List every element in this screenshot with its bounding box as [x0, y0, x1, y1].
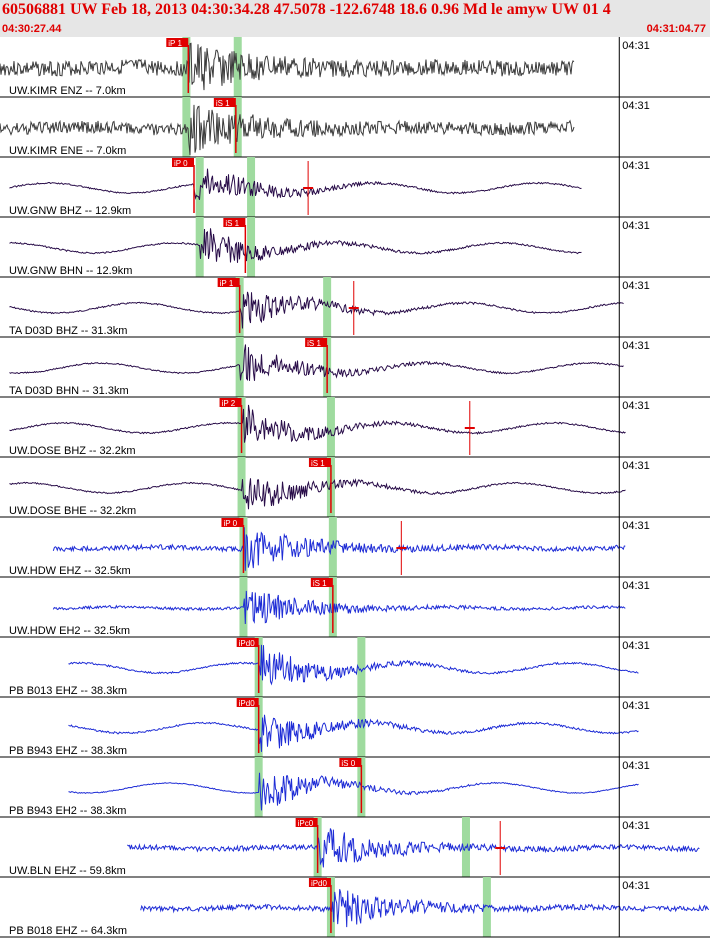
trace-waveform [9, 168, 582, 200]
trace-label: UW.BLN EHZ -- 59.8km [9, 865, 126, 877]
pick-label-box [310, 578, 333, 587]
pick-label: iP 1 [220, 279, 234, 288]
pick-label: iS 0 [341, 759, 355, 768]
time-tick-label: 04:31 [622, 220, 650, 232]
pick-window [323, 277, 332, 337]
pick-label-box [219, 398, 242, 407]
time-tick-label: 04:31 [622, 880, 650, 892]
trace-waveform [68, 714, 639, 752]
pick-window [326, 397, 335, 457]
pick-window [233, 37, 242, 97]
pick-window [357, 697, 366, 757]
trace-label: PB B943 EHZ -- 38.3km [9, 745, 127, 757]
pick-window [357, 637, 366, 697]
trace-waveform [0, 104, 575, 156]
pick-label-box [217, 278, 240, 287]
trace-label: UW.GNW BHN -- 12.9km [9, 265, 132, 277]
trace-waveform [140, 889, 710, 928]
trace-waveform [9, 404, 626, 443]
trace-waveform [52, 527, 626, 571]
time-tick-label: 04:31 [622, 280, 650, 292]
pick-label: iS 1 [225, 219, 239, 228]
pick-label-box [171, 158, 194, 167]
trace-waveform [9, 344, 624, 381]
time-tick-label: 04:31 [622, 160, 650, 172]
time-start: 04:30:27.44 [2, 23, 62, 35]
trace-waveform [52, 590, 626, 625]
pick-label-box [166, 38, 189, 47]
trace-waveform [9, 291, 624, 329]
pick-label-box [305, 338, 328, 347]
pick-label-box [236, 638, 259, 647]
trace-waveform [127, 828, 700, 868]
trace-label: PB B013 EHZ -- 38.3km [9, 685, 127, 697]
trace-label: PB B018 EHZ -- 64.3km [9, 925, 127, 937]
trace-label: UW.GNW BHZ -- 12.9km [9, 205, 131, 217]
trace-label: UW.KIMR ENE -- 7.0km [9, 145, 126, 157]
pick-window [482, 877, 491, 937]
trace-waveform [0, 42, 575, 91]
pick-label-box [339, 758, 362, 767]
time-tick-label: 04:31 [622, 400, 650, 412]
trace-waveform [9, 228, 582, 263]
pick-label: iP 0 [174, 159, 188, 168]
time-tick-label: 04:31 [622, 40, 650, 52]
pick-label: iS 1 [307, 339, 321, 348]
trace-waveform [68, 772, 639, 811]
time-tick-label: 04:31 [622, 460, 650, 472]
trace-label: PB B943 EH2 -- 38.3km [9, 805, 126, 817]
pick-label: iP 2 [222, 399, 236, 408]
pick-label-box [236, 698, 259, 707]
trace-label: UW.KIMR ENZ -- 7.0km [9, 85, 126, 97]
time-tick-label: 04:31 [622, 760, 650, 772]
pick-window [195, 157, 204, 217]
pick-label-box [295, 818, 318, 827]
pick-window [182, 97, 191, 157]
time-tick-label: 04:31 [622, 340, 650, 352]
pick-label-box [308, 458, 331, 467]
pick-label: iPd0 [239, 639, 256, 648]
trace-label: UW.HDW EHZ -- 32.5km [9, 565, 131, 577]
pick-window [247, 157, 256, 217]
time-tick-label: 04:31 [622, 820, 650, 832]
trace-label: UW.DOSE BHZ -- 32.2km [9, 445, 136, 457]
pick-label-box [308, 878, 331, 887]
trace-label: UW.DOSE BHE -- 32.2km [9, 505, 136, 517]
time-tick-label: 04:31 [622, 100, 650, 112]
trace-label: TA D03D BHZ -- 31.3km [9, 325, 127, 337]
event-title: 60506881 UW Feb 18, 2013 04:30:34.28 47.… [2, 1, 611, 18]
seismogram-plot: iP 1 UW.KIMR ENZ -- 7.0km 04:31 iS 1 UW.KIMR… [0, 37, 710, 938]
pick-label: iP 0 [223, 519, 237, 528]
time-end: 04:31:04.77 [646, 23, 706, 35]
pick-label: iS 1 [311, 459, 325, 468]
trace-waveform [68, 644, 639, 686]
event-header: 60506881 UW Feb 18, 2013 04:30:34.28 47.… [0, 0, 710, 37]
pick-label: iPc0 [298, 819, 314, 828]
pick-label: iS 1 [313, 579, 327, 588]
trace-waveform [9, 478, 626, 510]
time-tick-label: 04:31 [622, 640, 650, 652]
time-tick-label: 04:31 [622, 520, 650, 532]
trace-label: UW.HDW EH2 -- 32.5km [9, 625, 130, 637]
pick-label: iS 1 [216, 99, 230, 108]
trace-label: TA D03D BHN -- 31.3km [9, 385, 129, 397]
time-tick-label: 04:31 [622, 580, 650, 592]
pick-window [247, 217, 256, 277]
pick-label-box [221, 518, 244, 527]
pick-label: iP 1 [168, 39, 182, 48]
pick-label-box [213, 98, 236, 107]
pick-label-box [223, 218, 246, 227]
time-tick-label: 04:31 [622, 700, 650, 712]
pick-label: iPd0 [311, 879, 328, 888]
pick-label: iPd0 [239, 699, 256, 708]
